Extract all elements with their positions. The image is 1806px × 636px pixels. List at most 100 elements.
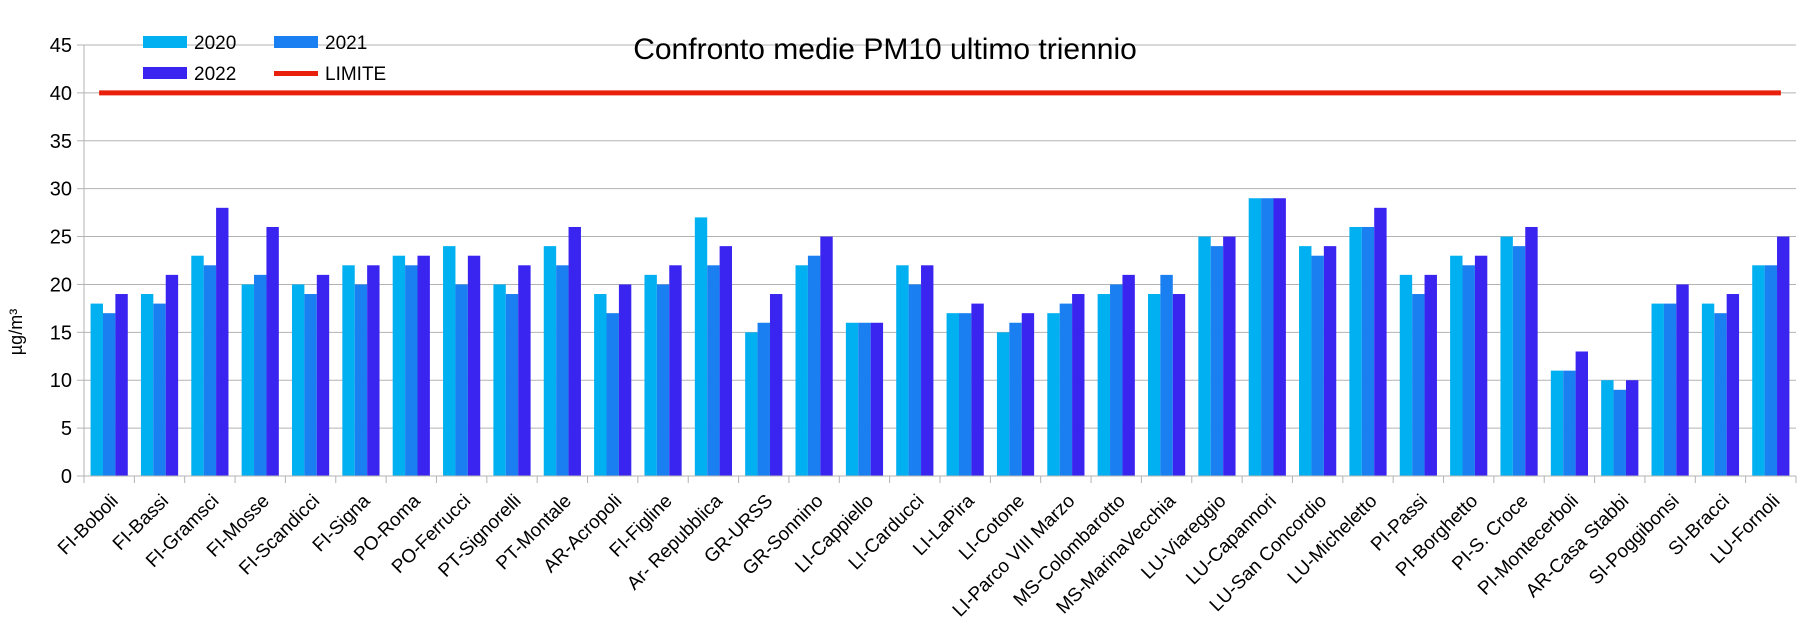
bar-2020: [1550, 370, 1564, 476]
bar-2022: [820, 236, 833, 476]
bar-2021: [1210, 246, 1224, 476]
bar-2022: [1525, 226, 1538, 476]
bar-2022: [1676, 284, 1689, 476]
y-tick-label: 40: [50, 83, 72, 105]
bar-2021: [958, 313, 972, 476]
bar-2021: [1512, 246, 1526, 476]
bar-2022: [1726, 294, 1740, 476]
bar-2022: [921, 265, 934, 476]
bar-2022: [1172, 294, 1186, 476]
bar-2021: [203, 265, 217, 476]
bar-2022: [165, 274, 179, 476]
bar-2020: [342, 265, 355, 476]
bar-2021: [1412, 294, 1425, 476]
bar-2021: [505, 294, 519, 476]
bar-2022: [467, 255, 481, 476]
bar-2022: [568, 226, 581, 476]
bar-2021: [556, 265, 569, 476]
bar-2021: [1261, 198, 1274, 476]
bar-2022: [769, 294, 783, 476]
bar-2020: [241, 284, 255, 476]
legend-label: 2021: [325, 33, 367, 54]
bar-2020: [795, 265, 808, 476]
bar-2020: [1047, 313, 1060, 476]
bar-2020: [1450, 255, 1463, 476]
bar-2020: [644, 274, 657, 476]
bar-2021: [656, 284, 670, 476]
bar-2021: [405, 265, 418, 476]
bar-2020: [694, 217, 708, 476]
y-axis-ticks: 0 5 10 15 20 25 30 35 40 45: [50, 35, 84, 488]
bar-2021: [858, 322, 871, 476]
bar-2022: [316, 274, 330, 476]
y-tick-label: 35: [50, 131, 72, 153]
bar-2020: [392, 255, 406, 476]
bar-2022: [1374, 207, 1387, 477]
bar-2021: [304, 294, 317, 476]
bar-2021: [1714, 313, 1727, 476]
bar-2020: [1651, 303, 1664, 476]
bars: [90, 198, 1790, 477]
bar-2020: [1399, 274, 1413, 476]
y-tick-label: 15: [50, 322, 72, 344]
bar-2020: [896, 265, 909, 476]
bar-2020: [946, 313, 959, 476]
y-tick-label: 30: [50, 179, 72, 201]
legend-swatch-2022: [143, 67, 187, 79]
bar-2020: [1097, 294, 1111, 476]
bar-2021: [908, 284, 922, 476]
legend-label: 2022: [194, 64, 236, 85]
y-tick-label: 10: [50, 370, 72, 392]
bar-2022: [216, 207, 229, 477]
legend-label: 2020: [194, 33, 236, 54]
legend-swatch-limit: [274, 71, 318, 76]
bar-2021: [807, 255, 821, 476]
bar-2021: [606, 313, 619, 476]
bar-2022: [367, 265, 380, 476]
bar-2022: [719, 246, 733, 476]
bar-2022: [417, 255, 430, 476]
bar-2021: [1059, 303, 1073, 476]
bar-2022: [971, 303, 984, 476]
bar-2020: [1198, 236, 1211, 476]
bar-2022: [870, 322, 884, 476]
bar-2021: [254, 274, 267, 476]
bar-2022: [669, 265, 682, 476]
bar-2022: [1021, 313, 1035, 476]
y-axis-title: µg/m³: [6, 309, 26, 355]
bar-2022: [1575, 351, 1589, 476]
bar-2020: [1500, 236, 1513, 476]
bar-2022: [115, 294, 128, 476]
bar-2020: [291, 284, 305, 476]
bar-2020: [140, 294, 154, 476]
bar-2020: [1752, 265, 1765, 476]
bar-2022: [1223, 236, 1236, 476]
bar-2022: [1072, 294, 1085, 476]
bar-2020: [996, 332, 1010, 476]
bar-2021: [1462, 265, 1475, 476]
legend: 2020 2021 2022 LIMITE: [143, 33, 386, 85]
y-tick-label: 45: [50, 35, 72, 57]
bar-2020: [90, 303, 103, 476]
bar-2020: [845, 322, 859, 476]
y-tick-label: 0: [61, 466, 72, 488]
bar-2022: [1273, 198, 1286, 476]
x-category-label: FI-Boboli: [54, 491, 123, 560]
bar-2020: [543, 246, 557, 476]
y-tick-label: 20: [50, 274, 72, 296]
axes: [83, 45, 1797, 483]
bar-2022: [1625, 380, 1639, 476]
bar-2022: [266, 226, 279, 476]
bar-2022: [1122, 274, 1135, 476]
x-axis-labels: FI-BoboliFI-BassiFI-GramsciFI-MosseFI-Sc…: [54, 490, 1784, 621]
bar-2020: [594, 294, 607, 476]
bar-2022: [1323, 246, 1337, 476]
bar-2021: [707, 265, 720, 476]
legend-swatch-2020: [143, 36, 187, 48]
legend-swatch-2021: [274, 36, 318, 48]
bar-2021: [757, 322, 770, 476]
bar-2020: [1299, 246, 1312, 476]
bar-2021: [1160, 274, 1173, 476]
bar-2022: [1777, 236, 1790, 476]
bar-2022: [618, 284, 632, 476]
